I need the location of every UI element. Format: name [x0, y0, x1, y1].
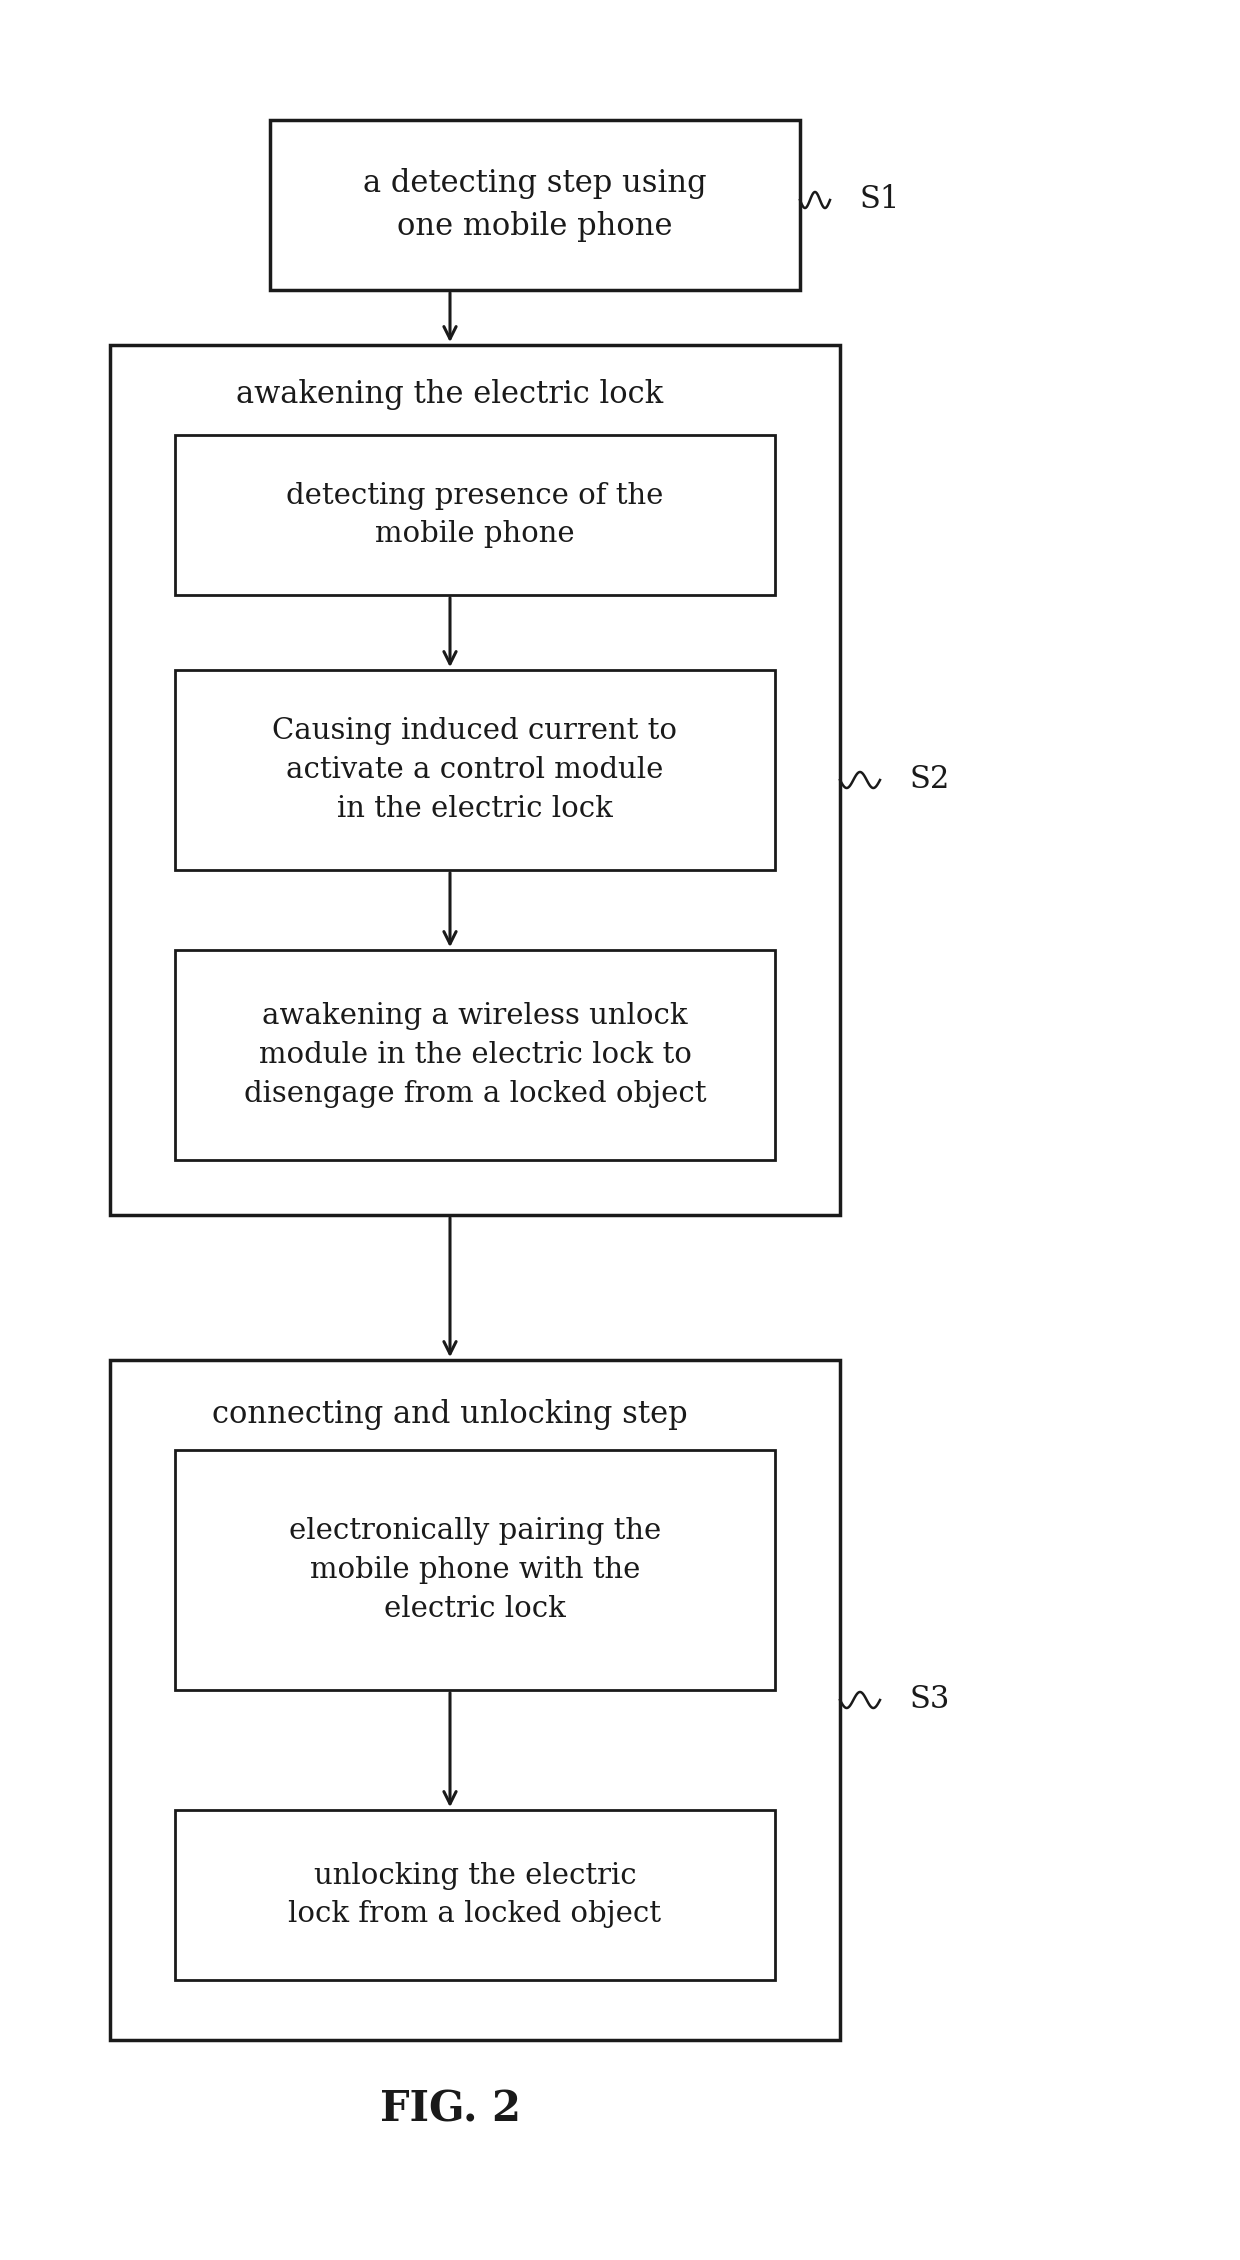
Text: electronically pairing the
mobile phone with the
electric lock: electronically pairing the mobile phone …	[289, 1516, 661, 1623]
Bar	[175, 1451, 775, 1690]
Text: connecting and unlocking step: connecting and unlocking step	[212, 1399, 688, 1431]
Bar	[175, 949, 775, 1159]
Text: S2: S2	[910, 764, 950, 796]
Text: awakening the electric lock: awakening the electric lock	[237, 380, 663, 411]
Bar	[270, 120, 800, 289]
Bar	[175, 1810, 775, 1980]
Text: detecting presence of the
mobile phone: detecting presence of the mobile phone	[286, 481, 663, 549]
Text: unlocking the electric
lock from a locked object: unlocking the electric lock from a locke…	[289, 1862, 661, 1928]
Bar	[110, 1361, 839, 2041]
Text: Causing induced current to
activate a control module
in the electric lock: Causing induced current to activate a co…	[273, 716, 677, 823]
Text: a detecting step using
one mobile phone: a detecting step using one mobile phone	[363, 167, 707, 242]
Bar	[175, 434, 775, 594]
Text: S1: S1	[861, 185, 900, 215]
Text: awakening a wireless unlock
module in the electric lock to
disengage from a lock: awakening a wireless unlock module in th…	[244, 1001, 707, 1107]
Bar	[175, 669, 775, 870]
Bar	[110, 346, 839, 1216]
Text: FIG. 2: FIG. 2	[379, 2088, 521, 2131]
Text: S3: S3	[910, 1684, 950, 1715]
